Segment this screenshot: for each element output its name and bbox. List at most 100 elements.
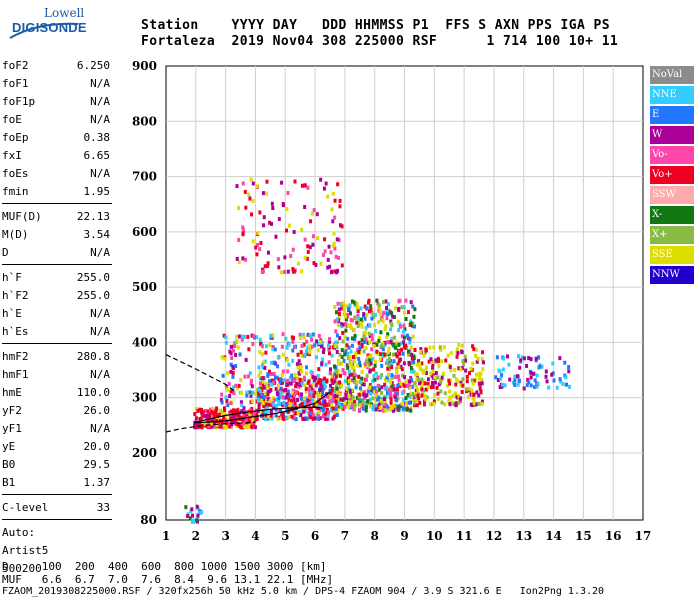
echo-point [340,402,344,407]
echo-point [242,412,246,417]
echo-point [385,308,389,313]
echo-point [279,391,283,396]
echo-point [371,396,375,401]
echo-point [324,411,328,416]
echo-point [229,424,233,429]
echo-point [250,422,254,427]
echo-point [364,405,368,410]
echo-point [368,385,372,390]
echo-point [410,352,414,357]
echo-point [447,378,451,383]
x-tick-label: 8 [371,529,379,543]
echo-point [333,412,337,417]
echo-point [366,399,370,404]
header-labels: Station YYYY DAY DDD HHMMSS P1 FFS S AXN… [141,18,610,33]
echo-point [350,372,354,377]
echo-point [386,312,390,317]
echo-point [400,334,404,339]
echo-point [275,403,279,408]
echo-point [302,400,306,405]
echo-point [429,402,433,407]
echo-point [265,385,269,390]
echo-point [500,373,504,378]
echo-point [380,343,384,348]
echo-point [372,367,376,372]
param-name: M(D) [2,228,29,241]
echo-point [325,407,329,412]
echo-point [401,351,405,356]
echo-point [402,305,406,310]
echo-point [411,397,415,402]
echo-point [241,227,245,232]
echo-point [371,378,375,383]
echo-point [280,373,284,378]
echo-point [266,261,270,266]
echo-point [231,413,235,418]
echo-point [423,350,427,355]
echo-point [516,382,520,387]
echo-point [369,391,373,396]
echo-point [263,359,267,364]
echo-point [392,384,396,389]
y-tick-label: 200 [132,446,157,460]
echo-point [390,405,394,410]
echo-point [424,365,428,370]
echo-point [342,308,346,313]
echo-point [259,241,263,246]
echo-point [261,360,265,365]
echo-point [551,361,555,366]
echo-point [375,298,379,303]
echo-point [357,350,361,355]
echo-point [446,353,450,358]
param-value: 255.0 [76,271,110,284]
echo-point [327,347,331,352]
echo-point [494,375,498,380]
echo-point [283,255,287,260]
echo-point [351,401,355,406]
echo-point [331,406,335,411]
echo-point [319,344,323,349]
echo-point [239,400,243,405]
echo-point [363,316,367,321]
echo-point [266,372,270,377]
echo-point [240,337,244,342]
echo-point [346,324,350,329]
echo-point [377,306,381,311]
echo-point [372,390,376,395]
echo-point [229,369,233,374]
param-row: MUF(D) 22.13 [2,208,110,226]
echo-point [431,362,435,367]
echo-point [339,383,343,388]
echo-point [310,337,314,342]
param-row: B1 1.37 [2,474,110,492]
echo-point [513,378,517,383]
echo-point [261,191,265,196]
echo-point [412,370,416,375]
echo-point [411,323,415,328]
echo-point [299,336,303,341]
echo-point [411,334,415,339]
echo-point [365,359,369,364]
echo-point [256,387,260,392]
echo-point [522,386,526,391]
echo-point [433,375,437,380]
echo-point [280,180,284,185]
echo-point [335,384,339,389]
echo-point [413,400,417,405]
param-row: hmF2 280.8 [2,348,110,366]
echo-point [332,231,336,236]
echo-point [495,355,499,360]
echo-point [475,359,479,364]
echo-point [426,377,430,382]
param-name: foF2 [2,59,29,72]
echo-point [220,355,224,360]
echo-point [226,403,230,408]
echo-point [406,393,410,398]
param-name: B0 [2,458,16,471]
echo-point [245,390,249,395]
echo-point [343,379,347,384]
echo-point [397,342,401,347]
param-name: yF1 [2,422,22,435]
echo-point [248,390,252,395]
echo-point [256,242,260,247]
